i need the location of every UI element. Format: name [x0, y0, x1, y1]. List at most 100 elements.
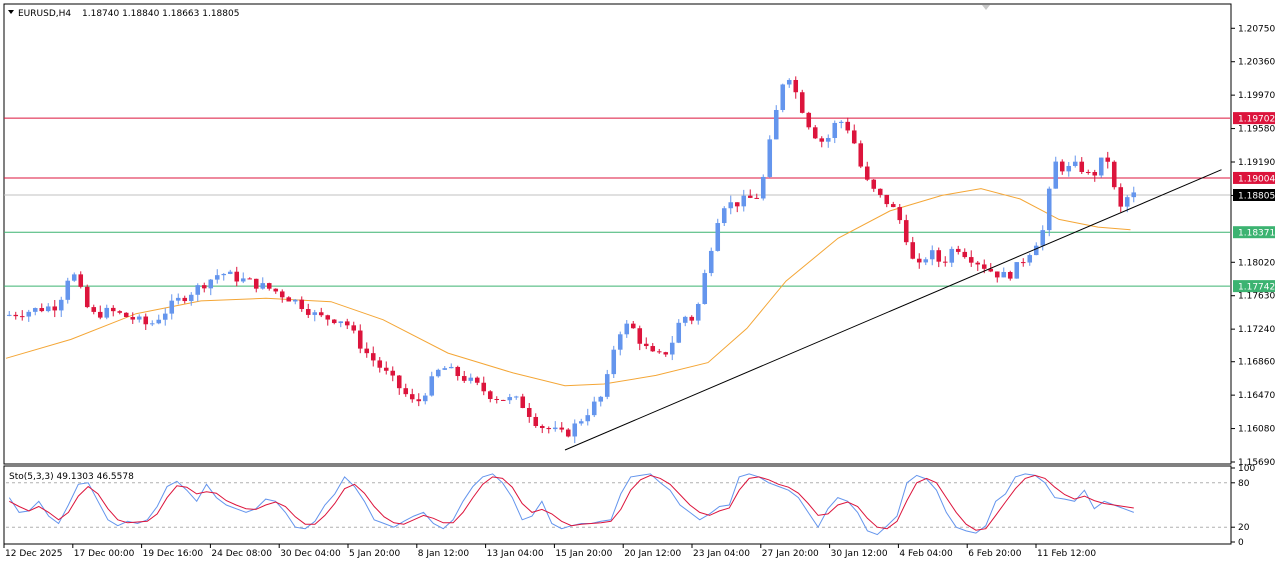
candle[interactable] — [442, 366, 448, 371]
candle[interactable] — [182, 295, 188, 304]
candle[interactable] — [494, 396, 500, 404]
candle[interactable] — [760, 174, 766, 201]
candle[interactable] — [364, 342, 370, 358]
candle[interactable] — [734, 202, 740, 213]
candle[interactable] — [637, 325, 643, 351]
candle[interactable] — [331, 319, 337, 325]
candle[interactable] — [845, 117, 851, 134]
candle[interactable] — [799, 89, 805, 114]
candle[interactable] — [617, 331, 623, 356]
candle[interactable] — [988, 263, 994, 273]
candle[interactable] — [1111, 160, 1117, 190]
candle[interactable] — [97, 305, 103, 320]
candle[interactable] — [1059, 159, 1065, 175]
candle[interactable] — [1124, 195, 1130, 213]
candle[interactable] — [864, 161, 870, 182]
candle[interactable] — [585, 408, 591, 426]
candle[interactable] — [195, 283, 201, 302]
candle[interactable] — [513, 395, 519, 400]
candle[interactable] — [468, 373, 474, 384]
candle[interactable] — [318, 307, 324, 318]
candle[interactable] — [923, 257, 929, 266]
candle[interactable] — [507, 393, 513, 405]
candle[interactable] — [234, 266, 240, 287]
candle[interactable] — [188, 292, 194, 306]
candle[interactable] — [559, 422, 565, 433]
candle[interactable] — [474, 376, 480, 386]
candle[interactable] — [448, 363, 454, 369]
candle[interactable] — [663, 351, 669, 357]
candle[interactable] — [6, 311, 12, 317]
candle[interactable] — [539, 424, 545, 434]
candle[interactable] — [1020, 258, 1026, 267]
candle[interactable] — [741, 189, 747, 212]
candle[interactable] — [604, 369, 610, 400]
stochastic-panel[interactable] — [3, 465, 1232, 545]
candle[interactable] — [767, 135, 773, 178]
candle[interactable] — [721, 206, 727, 226]
candle[interactable] — [162, 308, 168, 326]
candle[interactable] — [26, 309, 32, 322]
candle[interactable] — [1046, 186, 1052, 237]
stoch-signal-line[interactable] — [9, 474, 1134, 531]
candle[interactable] — [273, 288, 279, 294]
candle[interactable] — [1085, 169, 1091, 175]
candle[interactable] — [682, 315, 688, 327]
candle[interactable] — [1098, 157, 1104, 178]
candle[interactable] — [351, 321, 357, 334]
candle[interactable] — [695, 302, 701, 325]
candle[interactable] — [123, 312, 129, 318]
candle[interactable] — [260, 277, 266, 290]
candle[interactable] — [149, 320, 155, 327]
candle[interactable] — [208, 278, 214, 296]
candle[interactable] — [643, 337, 649, 350]
candle[interactable] — [936, 247, 942, 268]
candle[interactable] — [754, 193, 760, 199]
candle[interactable] — [169, 294, 175, 320]
candle[interactable] — [481, 376, 487, 396]
candle[interactable] — [968, 250, 974, 267]
candle[interactable] — [422, 393, 428, 405]
candle[interactable] — [520, 393, 526, 409]
symbol-header[interactable]: EURUSD,H4 1.18740 1.18840 1.18663 1.1880… — [8, 9, 239, 19]
candle[interactable] — [175, 293, 181, 305]
candle[interactable] — [994, 271, 1000, 283]
candle[interactable] — [780, 83, 786, 113]
candle[interactable] — [78, 271, 84, 289]
candle[interactable] — [1014, 261, 1020, 279]
candle[interactable] — [786, 78, 792, 88]
candle[interactable] — [214, 269, 220, 284]
candle[interactable] — [344, 318, 350, 330]
candle[interactable] — [247, 277, 253, 280]
candle[interactable] — [728, 195, 734, 215]
candle[interactable] — [435, 368, 441, 378]
candle[interactable] — [1001, 267, 1007, 278]
candle[interactable] — [39, 303, 45, 313]
candle[interactable] — [240, 272, 246, 284]
candle[interactable] — [201, 282, 207, 293]
candle[interactable] — [533, 413, 539, 428]
candle[interactable] — [104, 304, 110, 320]
candle[interactable] — [416, 393, 422, 407]
candle[interactable] — [279, 289, 285, 303]
candle[interactable] — [143, 313, 149, 331]
candle[interactable] — [793, 76, 799, 99]
trendline[interactable] — [564, 169, 1222, 451]
candle[interactable] — [156, 314, 162, 325]
candle[interactable] — [110, 305, 116, 317]
candle[interactable] — [819, 136, 825, 148]
candle[interactable] — [1053, 156, 1059, 189]
candle[interactable] — [84, 284, 90, 309]
candle[interactable] — [1079, 157, 1085, 175]
candle[interactable] — [1105, 151, 1111, 169]
candle[interactable] — [572, 419, 578, 444]
candle[interactable] — [773, 105, 779, 140]
candle[interactable] — [1092, 169, 1098, 182]
candle[interactable] — [45, 303, 51, 313]
candle[interactable] — [611, 345, 617, 378]
candle[interactable] — [461, 370, 467, 383]
candle[interactable] — [955, 245, 961, 255]
candle[interactable] — [117, 310, 123, 315]
